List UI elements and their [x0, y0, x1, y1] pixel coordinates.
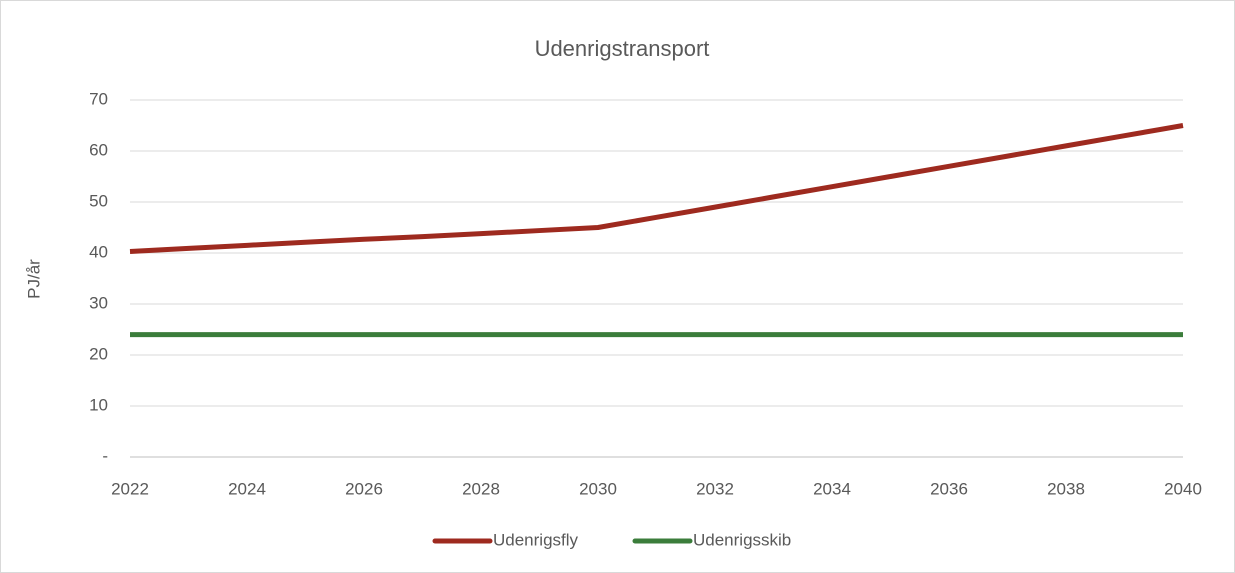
y-tick-label: 30 — [89, 293, 108, 312]
y-tick-label: 40 — [89, 242, 108, 261]
x-tick-label: 2026 — [345, 479, 383, 498]
y-tick-label: 60 — [89, 140, 108, 159]
chart-title: Udenrigstransport — [535, 36, 710, 61]
legend-label: Udenrigsskib — [693, 530, 791, 549]
x-tick-label: 2028 — [462, 479, 500, 498]
y-tick-label: 70 — [89, 89, 108, 108]
series-line — [129, 123, 1184, 254]
x-tick-label: 2024 — [228, 479, 266, 498]
x-tick-label: 2032 — [696, 479, 734, 498]
y-axis-label: PJ/år — [24, 259, 43, 299]
y-tick-label: 50 — [89, 191, 108, 210]
y-tick-label: 10 — [89, 395, 108, 414]
y-tick-label: 20 — [89, 344, 108, 363]
y-tick-label: - — [102, 446, 108, 465]
x-tick-label: 2040 — [1164, 479, 1202, 498]
x-tick-label: 2038 — [1047, 479, 1085, 498]
x-tick-label: 2022 — [111, 479, 149, 498]
legend-label: Udenrigsfly — [493, 530, 579, 549]
x-tick-label: 2036 — [930, 479, 968, 498]
x-tick-label: 2034 — [813, 479, 851, 498]
x-tick-label: 2030 — [579, 479, 617, 498]
